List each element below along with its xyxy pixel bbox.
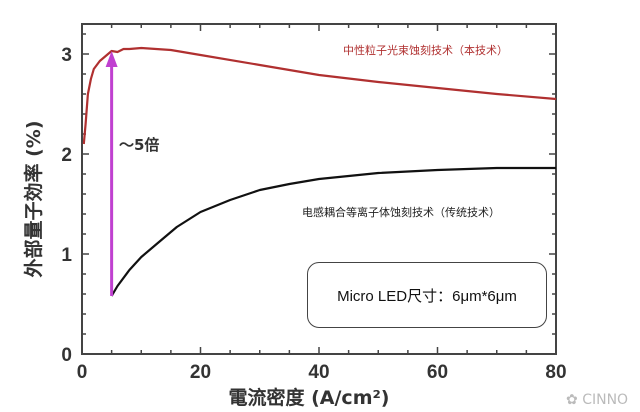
y-tick-label: 2 <box>61 145 72 166</box>
y-tick-label: 3 <box>61 45 72 66</box>
arrow-label: ～5倍 <box>119 136 160 154</box>
x-tick-label: 40 <box>308 362 329 383</box>
x-tick-label: 0 <box>77 362 88 383</box>
legend-label-neutral-beam: 中性粒子光束蚀刻技术（本技术） <box>343 44 508 57</box>
y-tick-label: 1 <box>61 245 72 266</box>
x-tick-label: 60 <box>427 362 448 383</box>
y-axis-label: 外部量子効率 (%) <box>22 120 45 277</box>
wechat-icon: ✿ <box>566 392 583 408</box>
watermark: ✿ CINNO <box>566 392 628 408</box>
legend-label-icp: 电感耦合等离子体蚀刻技术（传统技术） <box>302 206 500 219</box>
y-tick-label: 0 <box>61 345 72 366</box>
watermark-text: CINNO <box>582 392 629 408</box>
arrow-head <box>105 51 118 67</box>
micro-led-size-text: Micro LED尺寸：6μm*6μm <box>337 287 517 305</box>
x-tick-label: 20 <box>190 362 211 383</box>
x-axis-label: 電流密度 (A/cm²) <box>228 386 389 409</box>
micro-led-size-box: Micro LED尺寸：6μm*6μm <box>307 262 547 328</box>
x-tick-label: 80 <box>545 362 566 383</box>
series-line-0 <box>82 46 557 145</box>
series-line-1 <box>110 166 556 297</box>
